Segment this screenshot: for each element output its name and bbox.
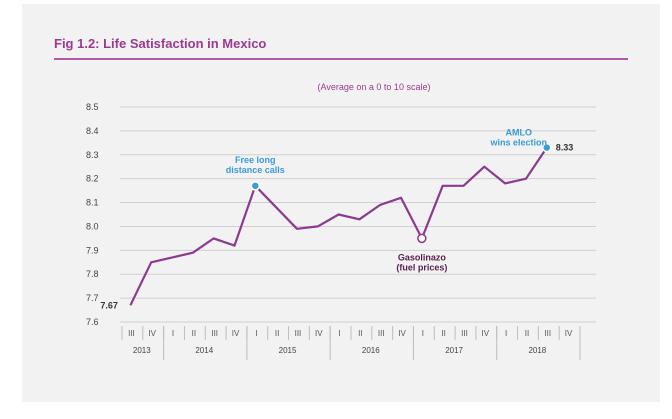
value-label-start: 7.67 — [100, 300, 118, 310]
annotation-label: Gasolinazo — [398, 252, 447, 262]
year-tick-label: 2014 — [195, 346, 213, 355]
quarter-tick-label: IV — [232, 329, 240, 338]
annotation-label: (fuel prices) — [396, 262, 447, 272]
series-line-group — [129, 142, 552, 306]
title-divider — [54, 58, 628, 60]
highlight-point — [542, 142, 552, 153]
y-tick-label: 7.9 — [86, 245, 99, 255]
annotation-label: AMLO — [506, 128, 533, 138]
y-tick-label: 8.0 — [86, 221, 99, 231]
annotation-label: distance calls — [226, 165, 285, 175]
quarter-tick-label: III — [461, 329, 468, 338]
quarter-tick-label: IV — [398, 329, 406, 338]
y-tick-label: 7.6 — [86, 317, 99, 327]
y-tick-label: 8.3 — [86, 150, 99, 160]
quarter-tick-label: I — [505, 329, 507, 338]
chart-title: Fig 1.2: Life Satisfaction in Mexico — [54, 36, 267, 51]
quarter-tick-label: II — [275, 329, 279, 338]
year-tick-label: 2016 — [362, 346, 380, 355]
quarter-tick-label: IV — [565, 329, 573, 338]
chart-subtitle: (Average on a 0 to 10 scale) — [318, 82, 431, 92]
quarter-tick-label: III — [295, 329, 302, 338]
y-axis-ticks: 7.6 7.7 7.8 7.9 8.0 8.1 8.2 8.3 8.4 8.5 — [86, 102, 99, 327]
quarter-tick-label: I — [255, 329, 257, 338]
y-tick-label: 8.4 — [86, 126, 99, 136]
value-label-end: 8.33 — [556, 143, 574, 153]
quarter-tick-label: IV — [315, 329, 323, 338]
y-tick-label: 8.1 — [86, 198, 99, 208]
year-tick-label: 2015 — [279, 346, 297, 355]
highlight-point — [417, 233, 427, 244]
quarter-tick-label: I — [338, 329, 340, 338]
quarter-tick-label: II — [525, 329, 529, 338]
quarter-tick-label: IV — [482, 329, 490, 338]
y-tick-label: 7.7 — [86, 293, 99, 303]
annotation-label: Free long — [235, 155, 276, 165]
y-tick-label: 7.8 — [86, 269, 99, 279]
quarter-tick-label: II — [441, 329, 445, 338]
quarter-tick-label: IV — [148, 329, 156, 338]
quarter-tick-label: II — [358, 329, 362, 338]
highlight-point — [250, 181, 261, 191]
quarter-tick-label: I — [422, 329, 424, 338]
y-tick-label: 8.5 — [86, 102, 99, 112]
year-tick-label: 2013 — [133, 346, 151, 355]
series-line — [129, 146, 548, 306]
quarter-tick-label: III — [128, 329, 135, 338]
year-tick-label: 2018 — [528, 346, 546, 355]
annotation-label: wins election — [490, 138, 548, 148]
quarter-tick-label: III — [211, 329, 218, 338]
quarter-tick-label: I — [172, 329, 174, 338]
quarter-tick-label: III — [378, 329, 385, 338]
year-tick-label: 2017 — [445, 346, 463, 355]
y-tick-label: 8.2 — [86, 174, 99, 184]
quarter-tick-label: II — [192, 329, 196, 338]
quarter-tick-label: III — [544, 329, 551, 338]
grid-lines — [120, 106, 596, 323]
x-axis: III IV I II III IV I II III IV I II III IV I II III IV I II… — [121, 326, 581, 360]
